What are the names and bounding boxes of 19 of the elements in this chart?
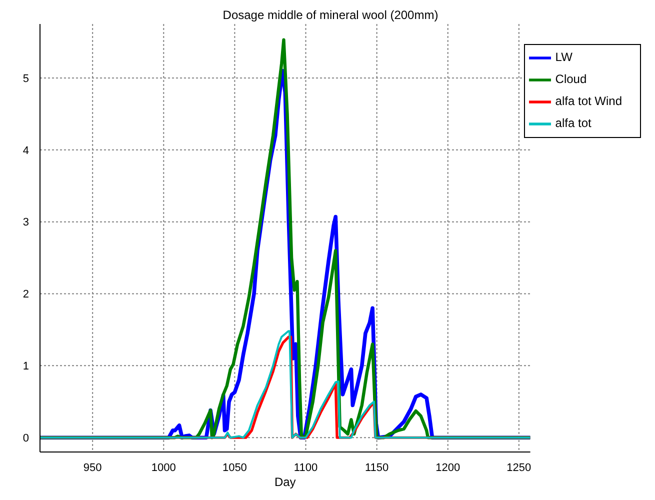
x-tick-label: 1000 (151, 462, 176, 474)
y-tick-label: 4 (22, 144, 29, 157)
y-tick-label: 0 (22, 432, 29, 445)
x-tick-label: 950 (83, 462, 102, 474)
y-tick-label: 2 (22, 288, 29, 301)
legend-label: Cloud (555, 72, 587, 86)
y-tick-label: 3 (22, 216, 29, 229)
x-tick-label: 1050 (222, 462, 247, 474)
legend-label: LW (555, 50, 572, 64)
x-tick-label: 1250 (506, 462, 532, 474)
y-tick-label: 1 (22, 360, 29, 373)
y-tick-label: 5 (22, 72, 29, 85)
x-tick-label: 1100 (294, 462, 318, 474)
x-tick-label: 1200 (436, 462, 460, 474)
x-axis-title: Day (274, 475, 296, 489)
legend-label: alfa tot (555, 116, 592, 130)
legend-label: alfa tot Wind (555, 94, 622, 108)
x-tick-label: 1150 (364, 462, 389, 474)
chart-title: Dosage middle of mineral wool (200mm) (222, 8, 440, 22)
